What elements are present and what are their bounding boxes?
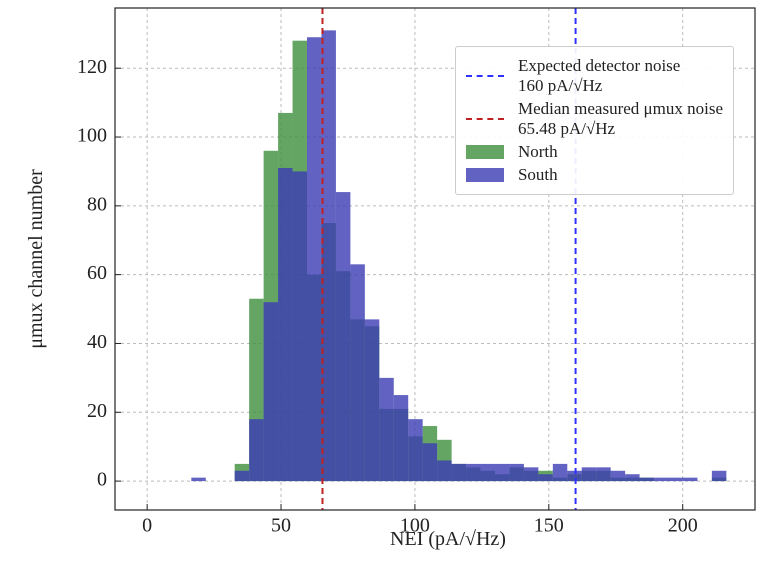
y-tick-label: 100 [77, 125, 107, 147]
bar [437, 460, 452, 482]
bar [292, 171, 307, 482]
bar [682, 477, 698, 482]
bar [552, 463, 568, 482]
legend: Expected detector noise 160 pA/√Hz Median… [454, 46, 734, 195]
y-tick-label: 0 [97, 469, 107, 491]
plot-frame [114, 7, 756, 511]
bar [538, 474, 553, 482]
legend-swatch [465, 145, 504, 159]
y-tick-label: 120 [77, 56, 107, 78]
legend-label: Expected detector noise 160 pA/√Hz [517, 56, 681, 95]
bar [350, 264, 365, 482]
bar [379, 377, 394, 482]
bar [249, 419, 264, 482]
legend-label: Median measured μmux noise 65.48 pA/√Hz [517, 99, 723, 138]
bar [191, 477, 206, 482]
x-tick-label: 200 [668, 515, 698, 537]
bar [581, 467, 597, 482]
bar [278, 167, 293, 482]
legend-swatch [465, 75, 504, 77]
y-tick-label: 40 [87, 331, 107, 353]
bar [422, 443, 438, 482]
bar [523, 467, 539, 482]
y-tick-label: 80 [87, 193, 107, 215]
bar [408, 419, 423, 482]
legend-label: North [517, 142, 558, 161]
bar [509, 463, 524, 482]
legend-item: North [465, 142, 723, 162]
x-tick-label: 100 [400, 515, 430, 537]
x-tick-label: 150 [534, 515, 564, 537]
bar [466, 463, 481, 482]
bar [654, 477, 669, 482]
legend-item: Median measured μmux noise 65.48 pA/√Hz [465, 99, 723, 139]
bar [711, 470, 727, 482]
bar [480, 463, 495, 482]
y-tick-label: 60 [87, 262, 107, 284]
bar [596, 467, 611, 482]
bar [625, 474, 640, 482]
bar [639, 477, 655, 482]
y-axis-label: μmux channel number [25, 169, 47, 349]
bar [494, 463, 510, 482]
bar [668, 477, 683, 482]
x-axis-label: NEI (pA/√Hz) [390, 528, 506, 550]
bar [567, 470, 582, 482]
legend-swatch [465, 118, 504, 120]
bar [364, 319, 380, 482]
x-tick-label: 50 [271, 515, 291, 537]
legend-item: South [465, 165, 723, 185]
bar [393, 395, 409, 482]
y-tick-label: 20 [87, 400, 107, 422]
bar [610, 470, 626, 482]
bar [451, 463, 467, 482]
bar [335, 192, 351, 482]
bar [234, 470, 250, 482]
x-tick-label: 0 [142, 515, 152, 537]
legend-swatch [465, 168, 504, 182]
legend-label: South [517, 165, 558, 184]
legend-item: Expected detector noise 160 pA/√Hz [465, 56, 723, 96]
bar [307, 37, 322, 482]
bar [321, 30, 336, 482]
bar [263, 302, 279, 482]
